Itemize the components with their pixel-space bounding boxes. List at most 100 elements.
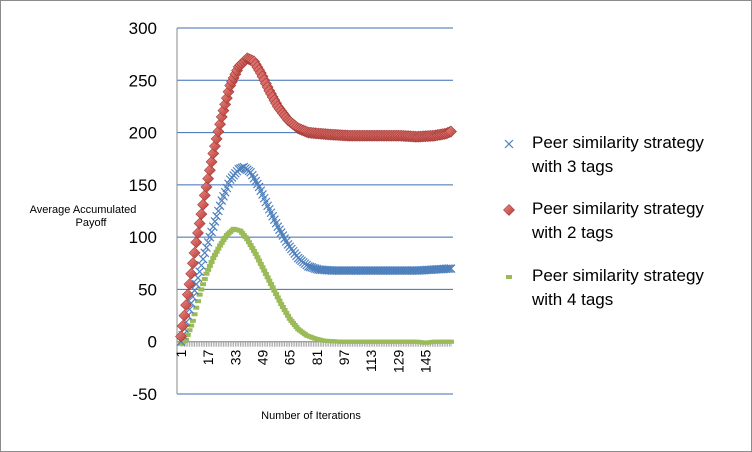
data-point xyxy=(251,248,258,253)
data-point xyxy=(217,243,224,248)
data-point xyxy=(196,292,203,297)
data-point xyxy=(220,238,227,243)
data-point xyxy=(218,240,225,245)
data-point xyxy=(205,232,215,242)
data-point xyxy=(208,259,215,264)
data-point xyxy=(195,208,208,221)
data-point xyxy=(252,251,259,256)
x-axis-label: Number of Iterations xyxy=(261,410,361,422)
legend-entry-2: Peer similarity strategy with 2 tags xyxy=(503,199,704,242)
data-point xyxy=(213,206,223,216)
data-point-stroke xyxy=(246,167,256,177)
x-tick-label: 65 xyxy=(282,350,298,366)
series-2 xyxy=(175,52,457,343)
data-point xyxy=(261,268,268,273)
data-point-stroke xyxy=(252,179,262,189)
data-point xyxy=(309,263,318,273)
data-point-stroke xyxy=(208,222,218,232)
data-point xyxy=(283,310,290,315)
data-point-stroke xyxy=(247,170,257,180)
data-point xyxy=(205,267,212,272)
data-point xyxy=(245,240,252,245)
data-point xyxy=(445,125,457,138)
data-point xyxy=(175,330,187,343)
legend-label: Peer similarity strategy xyxy=(532,133,704,152)
data-point-stroke xyxy=(281,237,291,246)
data-point xyxy=(222,235,229,240)
data-point-stroke xyxy=(203,237,213,247)
data-point xyxy=(284,313,291,318)
data-point-stroke xyxy=(259,193,269,203)
legend-entry-3: Peer similarity strategy with 4 tags xyxy=(506,266,704,309)
data-point xyxy=(257,261,264,266)
data-point xyxy=(244,237,251,242)
data-point xyxy=(293,325,300,330)
data-point xyxy=(259,265,266,270)
data-point xyxy=(278,302,285,307)
data-point xyxy=(193,305,200,310)
data-point-stroke xyxy=(215,201,225,211)
data-point xyxy=(448,339,454,344)
data-point-stroke xyxy=(446,264,456,273)
data-point xyxy=(444,264,454,274)
data-point xyxy=(203,164,216,177)
x-tick-labels: 1 17 33 49 65 81 97 113 129 145 xyxy=(173,350,434,374)
data-point-stroke xyxy=(251,176,261,186)
x-tick-label: 1 xyxy=(173,350,189,358)
data-point xyxy=(197,198,209,211)
data-point-stroke xyxy=(193,273,203,283)
data-point-stroke xyxy=(305,262,315,272)
data-point xyxy=(210,217,220,226)
x-tick-label: 81 xyxy=(309,350,325,366)
data-point xyxy=(208,222,218,232)
data-point xyxy=(196,260,206,270)
data-point xyxy=(237,163,247,173)
data-point-stroke xyxy=(198,254,208,264)
data-point xyxy=(256,258,263,263)
data-point xyxy=(237,228,244,233)
x-tick-label: 97 xyxy=(336,350,352,366)
data-marks xyxy=(175,52,457,347)
data-point-stroke xyxy=(254,182,264,192)
data-point-stroke xyxy=(195,267,205,277)
y-tick-label: 250 xyxy=(129,71,157,90)
data-point-stroke xyxy=(237,163,247,173)
y-axis-label: Average Accumulated xyxy=(30,204,137,216)
data-point xyxy=(276,298,283,303)
data-point xyxy=(254,255,261,260)
data-point xyxy=(262,271,269,276)
data-point xyxy=(183,278,196,291)
data-point-stroke xyxy=(249,173,259,183)
data-point xyxy=(191,312,198,317)
data-point xyxy=(185,267,198,280)
data-point xyxy=(195,267,205,277)
data-point xyxy=(198,254,208,264)
data-point xyxy=(503,204,515,216)
legend-label: Peer similarity strategy xyxy=(532,266,704,285)
data-point-stroke xyxy=(307,263,317,272)
data-point xyxy=(274,295,281,300)
data-point xyxy=(264,275,271,280)
x-tick-label: 33 xyxy=(227,350,243,366)
data-point-stroke xyxy=(309,263,318,273)
data-point xyxy=(290,320,297,325)
y-tick-label: -50 xyxy=(132,385,157,404)
data-point-stroke xyxy=(185,304,194,314)
data-point xyxy=(203,237,213,247)
data-point-stroke xyxy=(258,190,267,199)
data-point xyxy=(443,264,453,274)
data-point xyxy=(212,211,222,221)
x-tick-label: 49 xyxy=(255,350,271,366)
data-point-stroke xyxy=(256,186,266,196)
data-point-stroke xyxy=(271,218,281,228)
legend-label: with 4 tags xyxy=(531,290,613,309)
data-point xyxy=(239,230,246,235)
data-point xyxy=(183,337,190,342)
data-point-stroke xyxy=(261,197,271,207)
data-point-stroke xyxy=(210,217,220,226)
data-point-stroke xyxy=(264,204,274,214)
data-point xyxy=(213,249,220,254)
y-tick-labels: -50 0 50 100 150 200 250 300 xyxy=(129,19,157,404)
data-point-stroke xyxy=(268,211,278,221)
